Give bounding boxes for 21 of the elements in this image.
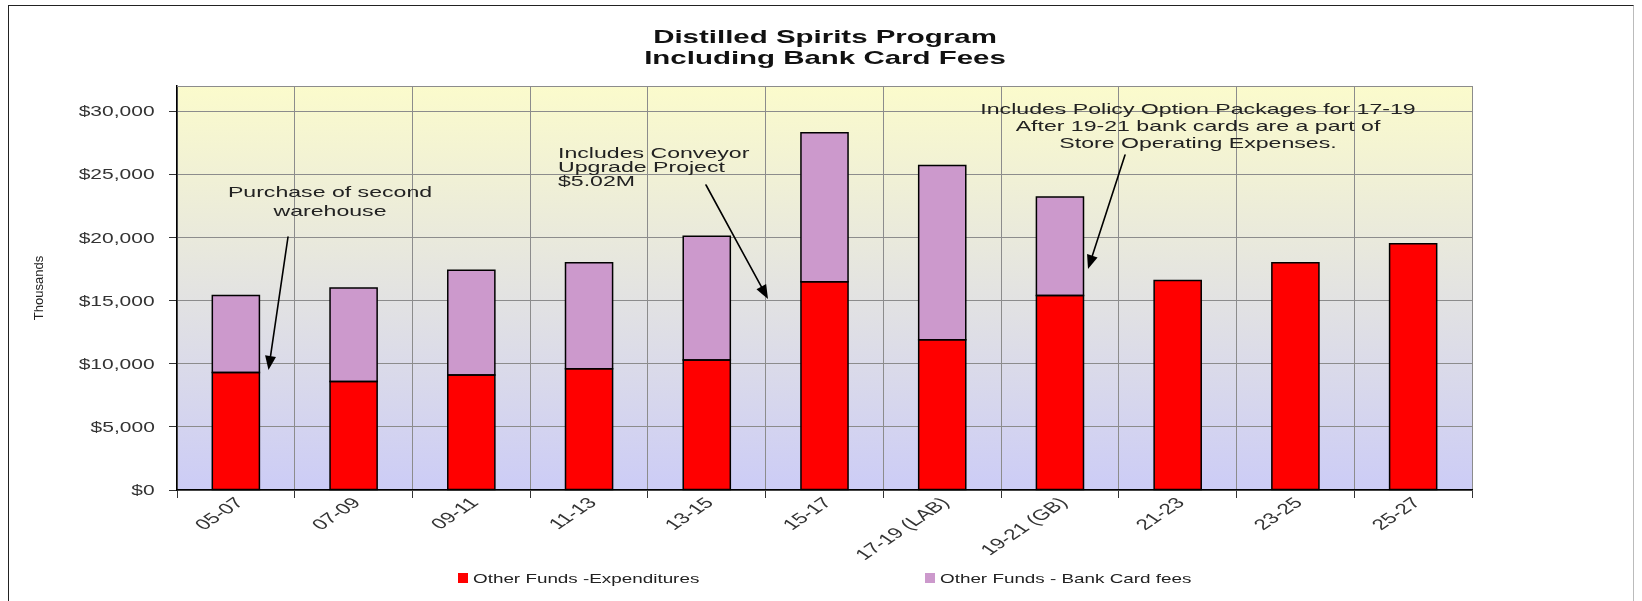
y-tick-label: $20,000: [79, 229, 155, 246]
y-tick-label: $25,000: [79, 166, 155, 183]
chart-title: Distilled Spirits Program: [651, 26, 998, 47]
y-tick-label: $10,000: [79, 355, 155, 372]
chart-subtitle: Including Bank Card Fees: [643, 47, 1006, 68]
y-tick-label: $5,000: [90, 418, 155, 435]
annotation: Includes Conveyor Upgrade Project $5.02M: [558, 144, 750, 189]
x-tick-label: 07-09: [306, 493, 366, 533]
legend-label: Other Funds -Expenditures: [473, 570, 700, 586]
x-tick-label: 19-21 (GB): [974, 493, 1072, 559]
y-tick-label: $30,000: [79, 103, 155, 120]
y-tick-label: $0: [131, 482, 155, 498]
x-tick-label: 05-07: [188, 493, 248, 533]
x-tick-label: 11-13: [542, 493, 601, 533]
y-axis-title: Thousands: [30, 255, 46, 321]
annotation: Purchase of second warehouse: [227, 182, 433, 220]
x-tick-label: 09-11: [425, 493, 483, 533]
x-tick-label: 21-23: [1130, 493, 1190, 533]
legend-label: Other Funds - Bank Card fees: [940, 570, 1192, 586]
annotation: Includes Policy Option Packages for 17-19 After 19-21 bank cards are a part of Store Operating Expenses.: [980, 100, 1416, 151]
y-tick-label: $15,000: [79, 292, 155, 309]
